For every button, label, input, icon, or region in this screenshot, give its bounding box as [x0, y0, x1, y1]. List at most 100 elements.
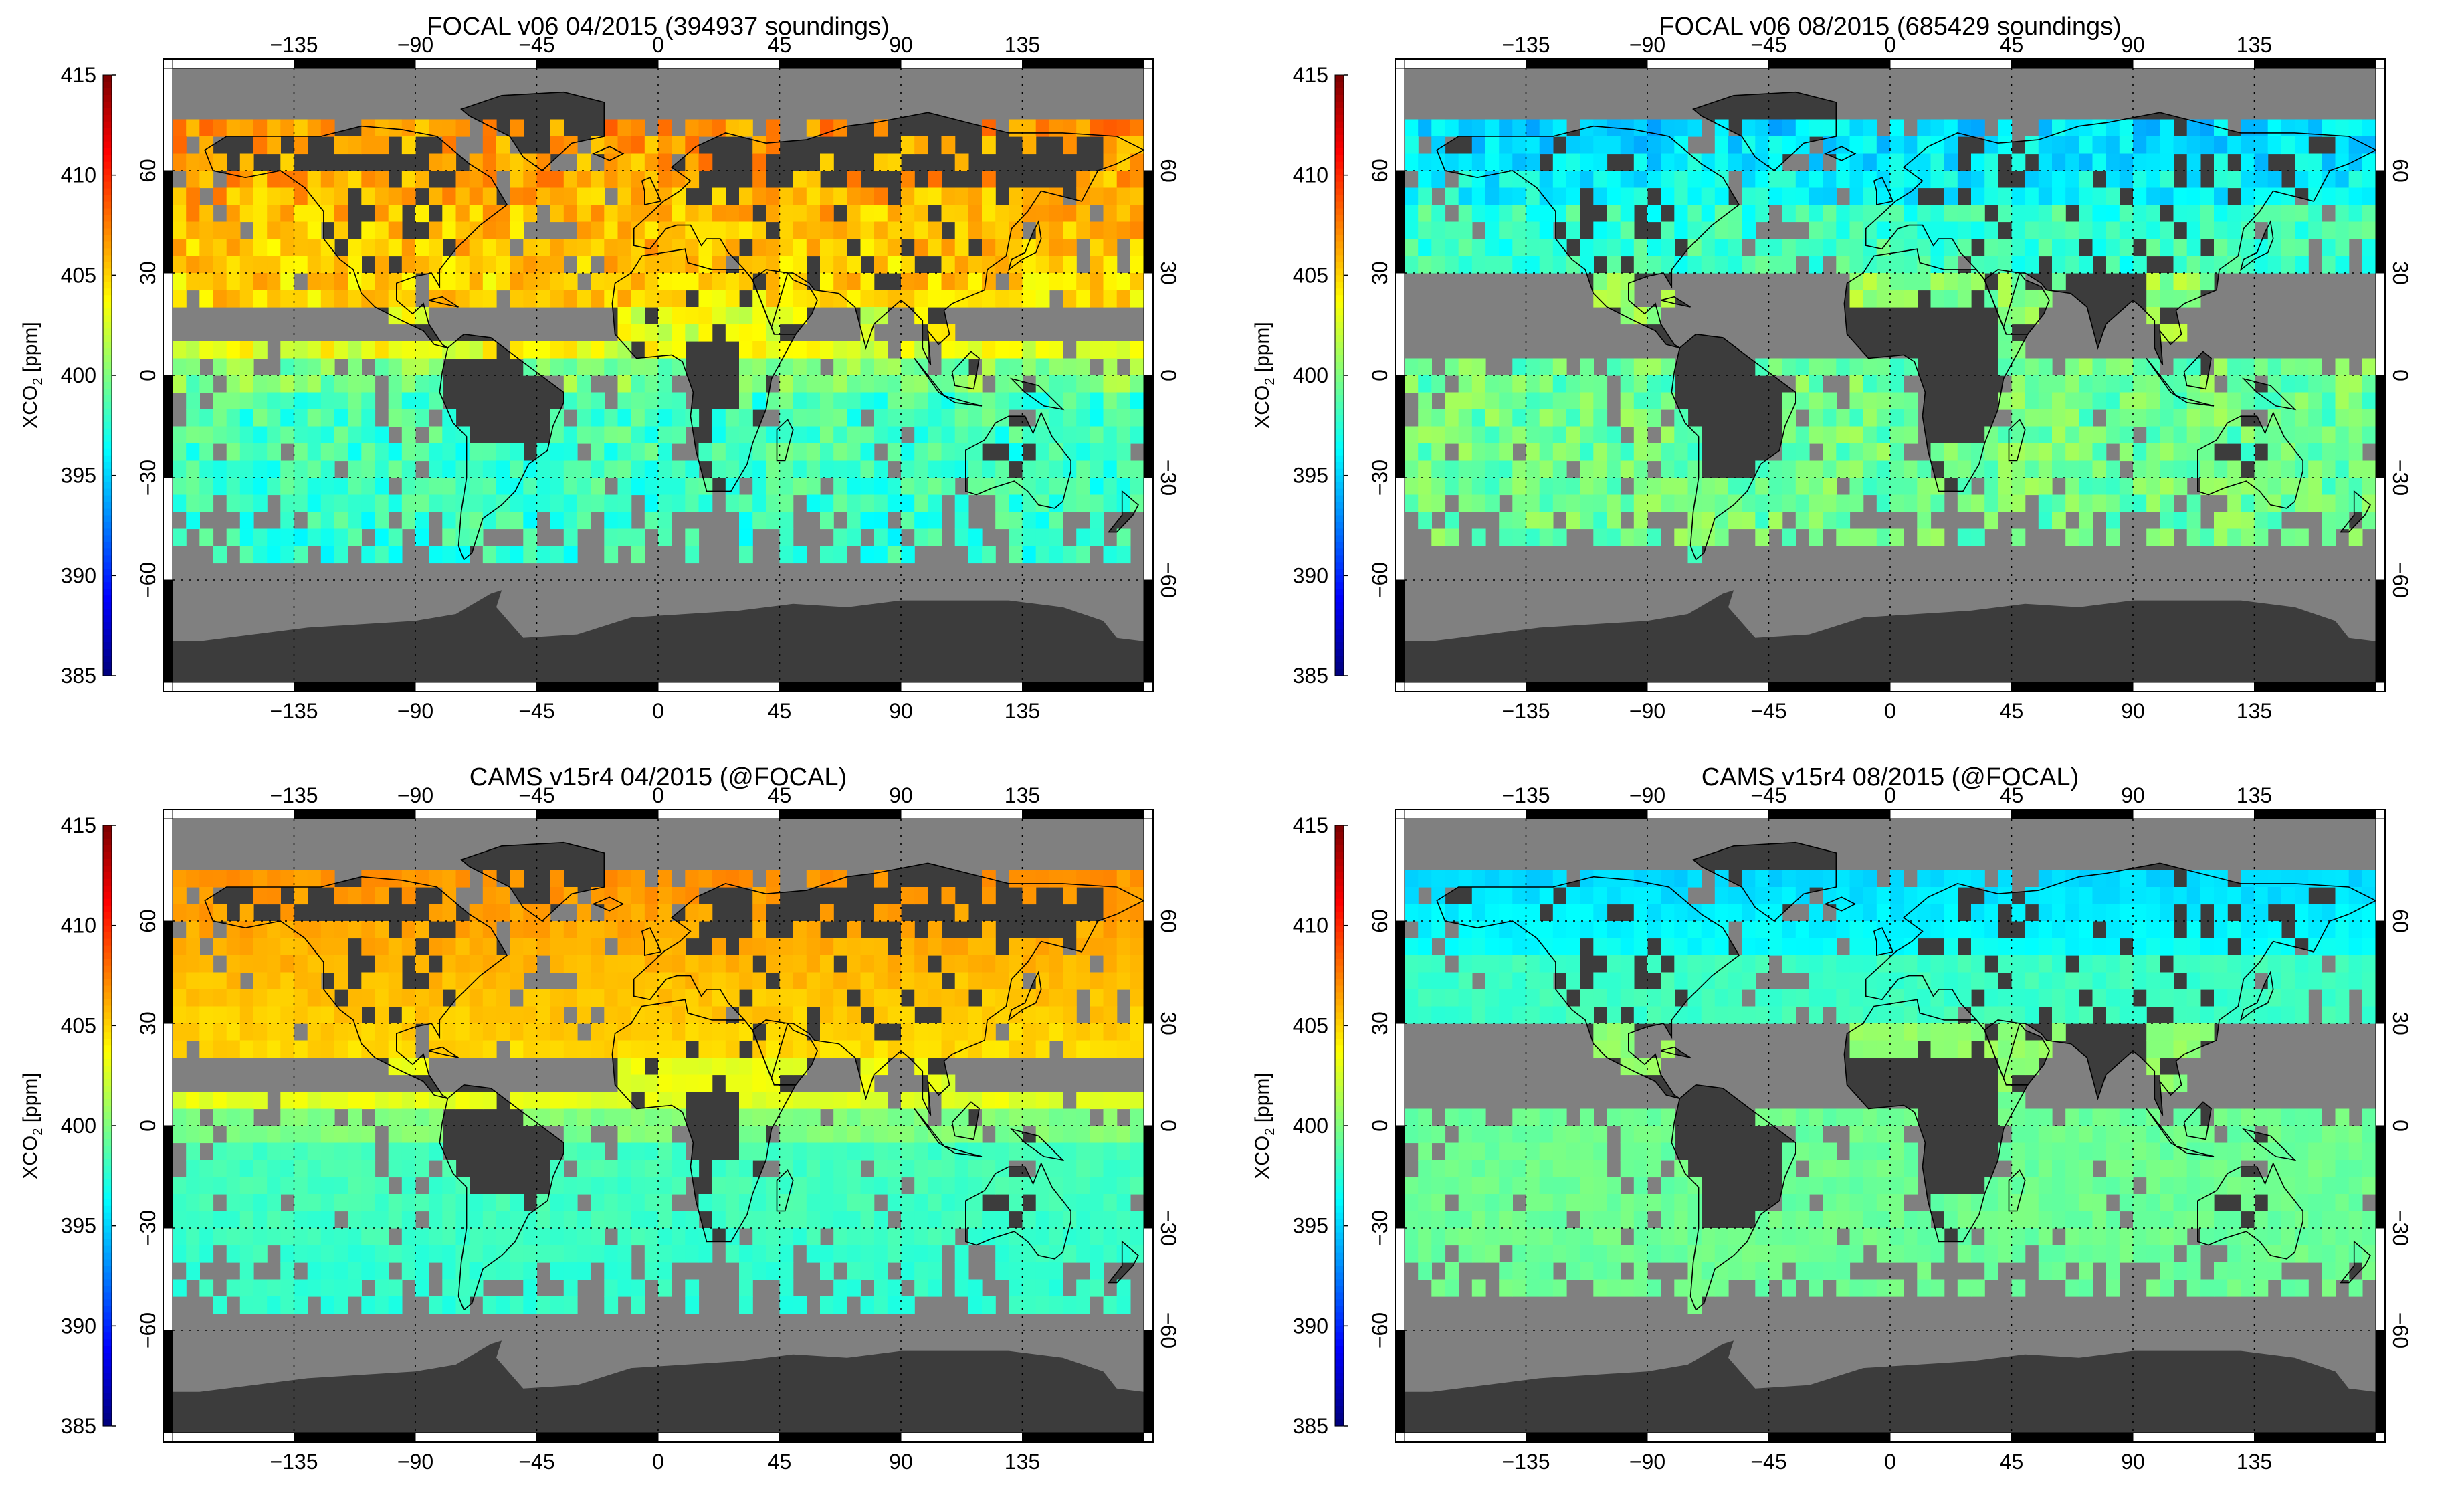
xco2-cell	[833, 1160, 847, 1178]
xco2-cell	[1876, 221, 1891, 239]
xco2-cell	[2281, 426, 2295, 444]
xco2-cell	[901, 409, 915, 427]
xco2-cell	[429, 426, 443, 444]
xco2-cell	[874, 1211, 888, 1229]
xco2-cell	[2119, 375, 2134, 393]
xco2-cell	[510, 1040, 524, 1058]
xco2-cell	[563, 1245, 578, 1263]
colorbar-axis-label: XCO2 [ppm]	[19, 1072, 45, 1179]
xco2-cell	[2186, 938, 2201, 956]
xco2-cell	[820, 187, 834, 205]
xco2-cell	[294, 478, 308, 496]
xco2-cell	[2362, 205, 2376, 223]
xco2-cell	[1431, 256, 1446, 274]
xco2-cell	[429, 1211, 443, 1229]
xco2-cell	[820, 1211, 834, 1229]
xco2-cell	[226, 1279, 241, 1297]
xco2-cell	[1116, 187, 1131, 205]
xco2-cell	[2254, 187, 2269, 205]
xco2-cell	[1485, 153, 1500, 171]
xco2-cell	[2335, 460, 2350, 478]
xco2-cell	[563, 443, 578, 462]
xco2-cell	[1526, 460, 1540, 478]
xco2-cell	[375, 1108, 389, 1126]
xco2-cell	[2146, 478, 2160, 496]
xco2-cell	[469, 187, 484, 205]
xco2-cell	[334, 1040, 348, 1058]
xco2-cell	[1116, 171, 1131, 189]
xco2-cell	[213, 1177, 227, 1195]
xco2-cell	[307, 1040, 322, 1058]
xco2-cell	[2092, 460, 2107, 478]
xco2-cell	[672, 324, 686, 342]
xco2-cell	[280, 187, 295, 205]
xco2-cell	[455, 1023, 470, 1041]
xco2-cell	[874, 341, 888, 359]
xco2-cell	[1009, 1296, 1023, 1314]
xco2-cell	[2065, 904, 2079, 922]
colorbar-swatch	[103, 1252, 112, 1260]
xco2-cell	[2025, 955, 2039, 973]
xco2-cell	[928, 1262, 942, 1280]
xco2-cell	[1823, 358, 1837, 376]
xco2-cell	[739, 358, 753, 376]
xco2-cell	[388, 528, 403, 546]
xco2-cell	[1849, 221, 1864, 239]
coastline-madagascar	[776, 1169, 794, 1212]
xco2-cell	[968, 187, 983, 205]
xco2-cell	[213, 972, 227, 990]
xco2-cell	[294, 1108, 308, 1126]
xco2-cell	[847, 1228, 861, 1246]
xco2-cell	[1405, 989, 1419, 1007]
xco2-cell	[968, 1040, 983, 1058]
xco2-cell	[2106, 528, 2120, 546]
xco2-cell	[914, 239, 928, 257]
xco2-cell	[375, 478, 389, 496]
xco2-cell	[2186, 443, 2201, 462]
xco2-cell	[1998, 187, 2013, 205]
xco2-cell	[2227, 239, 2241, 257]
xco2-cell	[2200, 221, 2215, 239]
xco2-cell	[173, 972, 187, 990]
xco2-cell	[239, 119, 254, 137]
xco2-cell	[442, 1262, 457, 1280]
colorbar-swatch	[103, 522, 112, 530]
xco2-cell	[577, 171, 591, 189]
xco2-cell	[1049, 1262, 1063, 1280]
xco2-cell	[644, 1211, 659, 1229]
xco2-cell	[1782, 205, 1796, 223]
lat-tick-left: −60	[136, 562, 160, 598]
xco2-cell	[1944, 887, 1958, 905]
xco2-cell	[928, 221, 942, 239]
xco2-cell	[1431, 205, 1446, 223]
xco2-cell	[1458, 972, 1473, 990]
xco2-cell	[1863, 478, 1877, 496]
coastline-arabia	[752, 269, 818, 335]
xco2-cell	[739, 1194, 753, 1212]
xco2-cell	[752, 392, 766, 410]
xco2-cell	[320, 460, 335, 478]
xco2-cell	[820, 1177, 834, 1195]
xco2-cell	[1076, 1211, 1090, 1229]
xco2-cell	[1687, 870, 1702, 888]
xco2-cell	[1499, 205, 1513, 223]
xco2-cell	[617, 528, 632, 546]
xco2-cell	[1566, 171, 1580, 189]
xco2-cell	[401, 358, 416, 376]
xco2-cell	[1049, 938, 1063, 956]
xco2-cell	[186, 1126, 200, 1144]
xco2-cell	[496, 205, 510, 223]
xco2-cell	[375, 887, 389, 905]
xco2-cell	[253, 392, 268, 410]
xco2-cell	[239, 273, 254, 291]
xco2-cell	[1049, 478, 1063, 496]
xco2-cell	[1022, 1177, 1037, 1195]
xco2-cell	[1130, 1160, 1144, 1178]
xco2-cell	[1984, 460, 1998, 478]
xco2-cell	[1890, 494, 1904, 512]
xco2-cell	[1471, 870, 1486, 888]
xco2-cell	[672, 239, 686, 257]
colorbar-tick-label: 415	[1293, 63, 1328, 87]
xco2-cell	[631, 1194, 645, 1212]
xco2-cell	[2254, 171, 2269, 189]
